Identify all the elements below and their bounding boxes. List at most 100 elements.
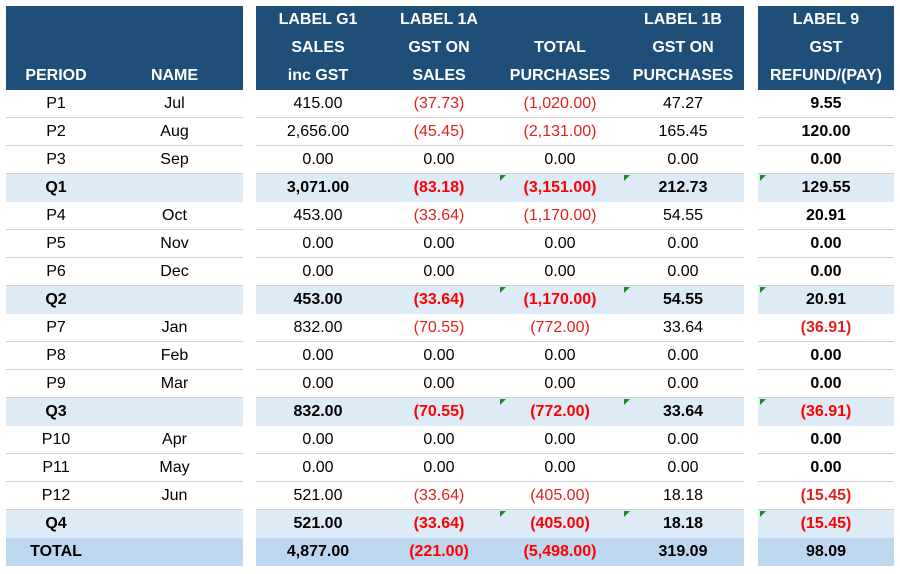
cell-total-purchases[interactable]: (1,170.00) xyxy=(498,202,622,230)
cell-name[interactable]: Jun xyxy=(106,482,243,510)
cell-g1-sales[interactable]: 832.00 xyxy=(256,398,380,426)
cell-period[interactable]: P11 xyxy=(6,454,106,482)
cell-period[interactable]: P4 xyxy=(6,202,106,230)
cell-1b-gst-on-purchases[interactable]: 0.00 xyxy=(622,258,744,286)
cell-period[interactable]: TOTAL xyxy=(6,538,106,566)
cell-g1-sales[interactable]: 453.00 xyxy=(256,202,380,230)
cell-name[interactable] xyxy=(106,510,243,538)
cell-period[interactable]: Q4 xyxy=(6,510,106,538)
cell-1a-gst-on-sales[interactable]: 0.00 xyxy=(380,230,498,258)
cell-1b-gst-on-purchases[interactable]: 319.09 xyxy=(622,538,744,566)
cell-name[interactable] xyxy=(106,286,243,314)
cell-9-gst-refund[interactable]: 0.00 xyxy=(758,426,894,454)
cell-1a-gst-on-sales[interactable]: 0.00 xyxy=(380,146,498,174)
cell-g1-sales[interactable]: 0.00 xyxy=(256,454,380,482)
cell-1b-gst-on-purchases[interactable]: 33.64 xyxy=(622,398,744,426)
cell-name[interactable]: Feb xyxy=(106,342,243,370)
cell-total-purchases[interactable]: 0.00 xyxy=(498,342,622,370)
cell-g1-sales[interactable]: 4,877.00 xyxy=(256,538,380,566)
cell-g1-sales[interactable]: 0.00 xyxy=(256,230,380,258)
cell-period[interactable]: P2 xyxy=(6,118,106,146)
cell-9-gst-refund[interactable]: (36.91) xyxy=(758,314,894,342)
cell-total-purchases[interactable]: (3,151.00) xyxy=(498,174,622,202)
cell-g1-sales[interactable]: 832.00 xyxy=(256,314,380,342)
cell-name[interactable]: Oct xyxy=(106,202,243,230)
cell-g1-sales[interactable]: 521.00 xyxy=(256,482,380,510)
cell-name[interactable] xyxy=(106,174,243,202)
cell-g1-sales[interactable]: 0.00 xyxy=(256,342,380,370)
cell-total-purchases[interactable]: (772.00) xyxy=(498,398,622,426)
cell-g1-sales[interactable]: 0.00 xyxy=(256,370,380,398)
cell-name[interactable]: Nov xyxy=(106,230,243,258)
cell-1b-gst-on-purchases[interactable]: 0.00 xyxy=(622,146,744,174)
cell-name[interactable]: Jul xyxy=(106,90,243,118)
cell-1b-gst-on-purchases[interactable]: 47.27 xyxy=(622,90,744,118)
cell-period[interactable]: Q3 xyxy=(6,398,106,426)
cell-total-purchases[interactable]: 0.00 xyxy=(498,426,622,454)
cell-1b-gst-on-purchases[interactable]: 165.45 xyxy=(622,118,744,146)
cell-1b-gst-on-purchases[interactable]: 54.55 xyxy=(622,202,744,230)
cell-name[interactable]: Dec xyxy=(106,258,243,286)
cell-period[interactable]: P6 xyxy=(6,258,106,286)
cell-g1-sales[interactable]: 521.00 xyxy=(256,510,380,538)
cell-9-gst-refund[interactable]: (15.45) xyxy=(758,510,894,538)
cell-total-purchases[interactable]: (1,020.00) xyxy=(498,90,622,118)
cell-1a-gst-on-sales[interactable]: (33.64) xyxy=(380,510,498,538)
cell-period[interactable]: P8 xyxy=(6,342,106,370)
cell-9-gst-refund[interactable]: (36.91) xyxy=(758,398,894,426)
cell-9-gst-refund[interactable]: 0.00 xyxy=(758,230,894,258)
cell-9-gst-refund[interactable]: 9.55 xyxy=(758,90,894,118)
cell-period[interactable]: P5 xyxy=(6,230,106,258)
cell-1b-gst-on-purchases[interactable]: 18.18 xyxy=(622,482,744,510)
cell-g1-sales[interactable]: 3,071.00 xyxy=(256,174,380,202)
cell-9-gst-refund[interactable]: 98.09 xyxy=(758,538,894,566)
cell-total-purchases[interactable]: (1,170.00) xyxy=(498,286,622,314)
cell-1a-gst-on-sales[interactable]: (70.55) xyxy=(380,314,498,342)
cell-1a-gst-on-sales[interactable]: (45.45) xyxy=(380,118,498,146)
cell-1a-gst-on-sales[interactable]: (37.73) xyxy=(380,90,498,118)
cell-g1-sales[interactable]: 0.00 xyxy=(256,258,380,286)
cell-1a-gst-on-sales[interactable]: 0.00 xyxy=(380,454,498,482)
cell-period[interactable]: P10 xyxy=(6,426,106,454)
cell-g1-sales[interactable]: 453.00 xyxy=(256,286,380,314)
cell-1a-gst-on-sales[interactable]: (70.55) xyxy=(380,398,498,426)
cell-name[interactable]: Mar xyxy=(106,370,243,398)
cell-9-gst-refund[interactable]: 20.91 xyxy=(758,286,894,314)
cell-total-purchases[interactable]: 0.00 xyxy=(498,146,622,174)
cell-9-gst-refund[interactable]: 129.55 xyxy=(758,174,894,202)
cell-1a-gst-on-sales[interactable]: 0.00 xyxy=(380,342,498,370)
cell-1a-gst-on-sales[interactable]: 0.00 xyxy=(380,370,498,398)
cell-1a-gst-on-sales[interactable]: (33.64) xyxy=(380,202,498,230)
cell-9-gst-refund[interactable]: 0.00 xyxy=(758,454,894,482)
cell-9-gst-refund[interactable]: (15.45) xyxy=(758,482,894,510)
cell-total-purchases[interactable]: (405.00) xyxy=(498,482,622,510)
cell-period[interactable]: P1 xyxy=(6,90,106,118)
cell-9-gst-refund[interactable]: 20.91 xyxy=(758,202,894,230)
cell-total-purchases[interactable]: (772.00) xyxy=(498,314,622,342)
cell-9-gst-refund[interactable]: 0.00 xyxy=(758,342,894,370)
cell-1b-gst-on-purchases[interactable]: 33.64 xyxy=(622,314,744,342)
cell-9-gst-refund[interactable]: 0.00 xyxy=(758,370,894,398)
cell-name[interactable]: Apr xyxy=(106,426,243,454)
cell-period[interactable]: Q2 xyxy=(6,286,106,314)
cell-total-purchases[interactable]: (2,131.00) xyxy=(498,118,622,146)
cell-1a-gst-on-sales[interactable]: (33.64) xyxy=(380,286,498,314)
cell-name[interactable]: May xyxy=(106,454,243,482)
cell-total-purchases[interactable]: 0.00 xyxy=(498,370,622,398)
cell-name[interactable]: Jan xyxy=(106,314,243,342)
cell-name[interactable] xyxy=(106,398,243,426)
cell-g1-sales[interactable]: 0.00 xyxy=(256,146,380,174)
cell-9-gst-refund[interactable]: 120.00 xyxy=(758,118,894,146)
cell-1b-gst-on-purchases[interactable]: 0.00 xyxy=(622,426,744,454)
cell-1b-gst-on-purchases[interactable]: 54.55 xyxy=(622,286,744,314)
cell-total-purchases[interactable]: (5,498.00) xyxy=(498,538,622,566)
cell-name[interactable] xyxy=(106,538,243,566)
cell-1b-gst-on-purchases[interactable]: 212.73 xyxy=(622,174,744,202)
cell-period[interactable]: P7 xyxy=(6,314,106,342)
cell-1a-gst-on-sales[interactable]: (83.18) xyxy=(380,174,498,202)
cell-period[interactable]: P9 xyxy=(6,370,106,398)
cell-name[interactable]: Aug xyxy=(106,118,243,146)
cell-g1-sales[interactable]: 2,656.00 xyxy=(256,118,380,146)
cell-total-purchases[interactable]: 0.00 xyxy=(498,454,622,482)
cell-1b-gst-on-purchases[interactable]: 0.00 xyxy=(622,342,744,370)
